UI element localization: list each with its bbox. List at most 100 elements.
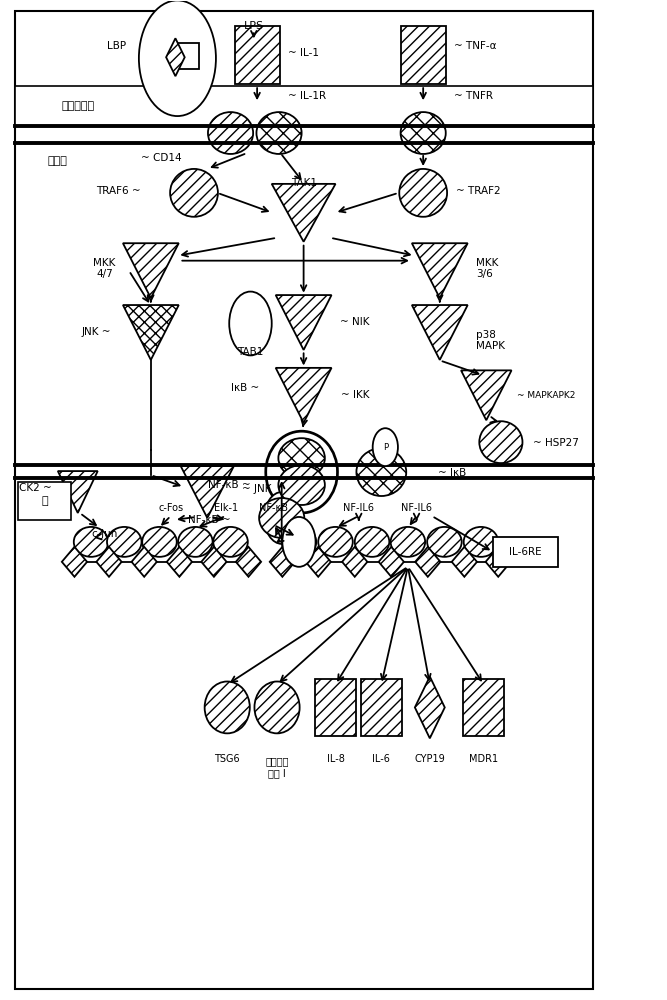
Ellipse shape <box>480 421 522 463</box>
Text: NF-κB ~: NF-κB ~ <box>208 480 251 490</box>
Ellipse shape <box>205 681 250 733</box>
Text: ~ MAPKAPK2: ~ MAPKAPK2 <box>518 391 576 400</box>
Bar <box>177 43 199 69</box>
Ellipse shape <box>356 448 406 496</box>
Polygon shape <box>275 295 331 350</box>
Ellipse shape <box>142 527 177 557</box>
Ellipse shape <box>281 527 316 557</box>
Polygon shape <box>452 547 477 577</box>
Text: MKK
4/7: MKK 4/7 <box>93 258 115 279</box>
Circle shape <box>139 0 216 116</box>
Polygon shape <box>236 547 261 577</box>
Text: TAB1: TAB1 <box>237 347 263 357</box>
Text: ~ CD14: ~ CD14 <box>141 153 181 163</box>
Text: CK2 ~: CK2 ~ <box>19 483 52 493</box>
Text: NF-IL6: NF-IL6 <box>344 503 374 513</box>
Text: ~ TNF-α: ~ TNF-α <box>454 41 497 51</box>
Ellipse shape <box>427 527 462 557</box>
Polygon shape <box>123 243 179 298</box>
Polygon shape <box>461 370 512 420</box>
Text: IL-6: IL-6 <box>372 754 390 764</box>
Ellipse shape <box>401 112 446 154</box>
Ellipse shape <box>178 527 213 557</box>
Text: p38
MAPK: p38 MAPK <box>476 330 506 351</box>
Text: ~ IL-1: ~ IL-1 <box>288 48 319 58</box>
Text: Elk-1: Elk-1 <box>214 503 238 513</box>
Text: P: P <box>383 443 388 452</box>
Ellipse shape <box>170 169 218 217</box>
Polygon shape <box>123 305 179 360</box>
Ellipse shape <box>400 169 447 217</box>
Text: ~ IL-1R: ~ IL-1R <box>288 91 326 101</box>
Text: ~ JNK: ~ JNK <box>242 484 271 494</box>
Polygon shape <box>62 547 87 577</box>
Ellipse shape <box>208 112 253 154</box>
Ellipse shape <box>391 527 425 557</box>
Text: TRAF6 ~: TRAF6 ~ <box>96 186 141 196</box>
Polygon shape <box>201 547 227 577</box>
Ellipse shape <box>259 498 304 538</box>
Polygon shape <box>305 547 331 577</box>
Polygon shape <box>412 305 468 360</box>
Polygon shape <box>415 547 440 577</box>
Text: c-Fos: c-Fos <box>158 503 183 513</box>
Text: ~ IκB: ~ IκB <box>438 468 467 478</box>
Circle shape <box>373 428 398 466</box>
Text: TAK1: TAK1 <box>291 178 317 188</box>
Polygon shape <box>379 547 404 577</box>
Ellipse shape <box>256 112 301 154</box>
Text: ~ IKK: ~ IKK <box>342 390 370 400</box>
Bar <box>15 86 592 126</box>
Text: JNK ~: JNK ~ <box>81 327 111 337</box>
Text: NF-κB ~: NF-κB ~ <box>188 515 231 525</box>
Text: NF-IL6: NF-IL6 <box>401 503 432 513</box>
Ellipse shape <box>107 527 141 557</box>
Bar <box>18 482 71 520</box>
Ellipse shape <box>355 527 390 557</box>
Bar <box>15 11 592 989</box>
Polygon shape <box>167 547 192 577</box>
Text: IL-6RE: IL-6RE <box>509 547 542 557</box>
Bar <box>463 679 504 736</box>
Text: TSG6: TSG6 <box>214 754 240 764</box>
Ellipse shape <box>254 681 299 733</box>
Bar <box>361 679 402 736</box>
Text: IκB ~: IκB ~ <box>231 383 259 393</box>
Text: ~ TRAF2: ~ TRAF2 <box>456 186 501 196</box>
Circle shape <box>264 492 299 544</box>
Bar <box>235 26 279 84</box>
Text: 胶原蛋白
类型 I: 胶原蛋白 类型 I <box>265 756 289 778</box>
Text: 细胞外间隙: 细胞外间隙 <box>61 101 94 111</box>
Text: LPS: LPS <box>243 21 264 31</box>
Ellipse shape <box>213 527 248 557</box>
Polygon shape <box>131 547 157 577</box>
Text: c-Jun: c-Jun <box>91 529 117 539</box>
Ellipse shape <box>74 527 108 557</box>
Polygon shape <box>181 466 234 518</box>
Polygon shape <box>271 184 336 242</box>
Bar <box>401 26 446 84</box>
Ellipse shape <box>278 438 325 478</box>
Text: 细胞质: 细胞质 <box>48 156 68 166</box>
Text: MKK
3/6: MKK 3/6 <box>476 258 499 279</box>
Ellipse shape <box>464 527 498 557</box>
Text: MDR1: MDR1 <box>469 754 498 764</box>
Bar <box>315 679 356 736</box>
Polygon shape <box>269 547 295 577</box>
Text: IL-8: IL-8 <box>327 754 344 764</box>
Text: NF-κB: NF-κB <box>259 503 288 513</box>
Circle shape <box>229 292 271 355</box>
Polygon shape <box>166 38 185 76</box>
Polygon shape <box>275 368 331 423</box>
Circle shape <box>282 517 315 567</box>
Text: LBP: LBP <box>107 41 126 51</box>
Bar <box>493 537 558 567</box>
Text: CYP19: CYP19 <box>414 754 445 764</box>
Ellipse shape <box>318 527 353 557</box>
Polygon shape <box>342 547 368 577</box>
Ellipse shape <box>265 431 338 513</box>
Polygon shape <box>58 471 97 513</box>
Polygon shape <box>412 243 468 298</box>
Polygon shape <box>96 547 121 577</box>
Polygon shape <box>486 547 511 577</box>
